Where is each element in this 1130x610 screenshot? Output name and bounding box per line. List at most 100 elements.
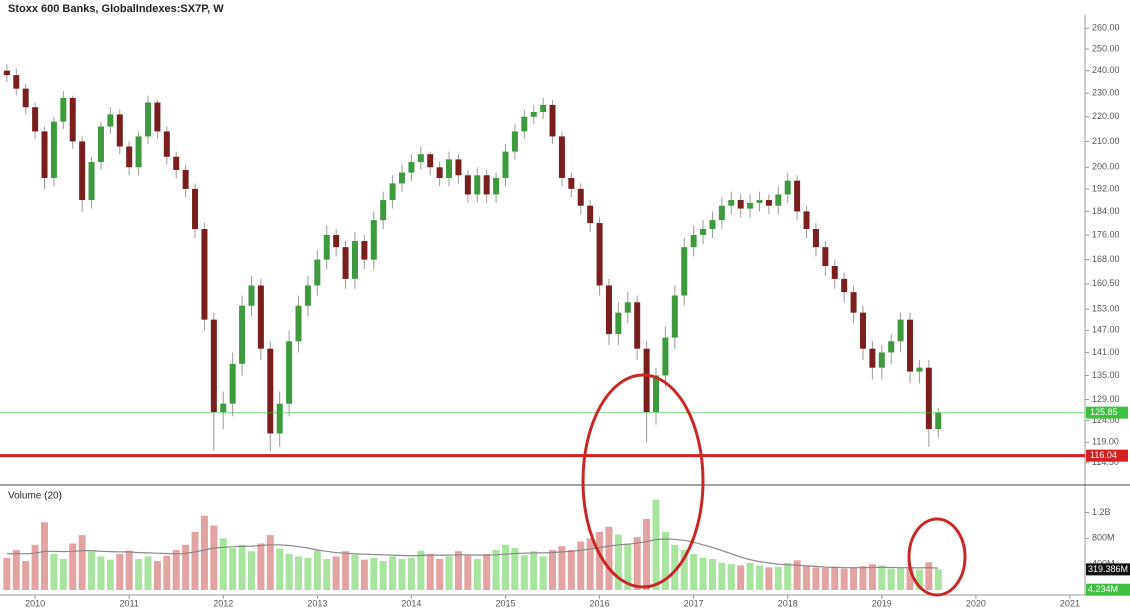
candle-body — [728, 200, 735, 206]
x-tick-label: 2010 — [25, 598, 45, 608]
candle-body — [812, 228, 819, 248]
y-tick-label: 153.00 — [1092, 304, 1120, 314]
price-label: 125.85 — [1090, 407, 1118, 417]
x-tick-label: 2021 — [1060, 598, 1080, 608]
candle-body — [88, 161, 95, 201]
candle-body — [653, 375, 660, 413]
candle-body — [803, 211, 810, 229]
y-tick-label: 135.00 — [1092, 370, 1120, 380]
y-tick-label: 114.50 — [1092, 457, 1119, 467]
volume-tick-label: 1.2B — [1092, 507, 1111, 517]
candle-body — [286, 341, 293, 404]
candle-body — [201, 228, 208, 320]
y-tick-label: 230.00 — [1092, 88, 1120, 98]
candle-body — [248, 285, 255, 306]
candle-body — [765, 200, 772, 206]
candle-body — [935, 412, 942, 430]
candle-body — [370, 220, 377, 260]
candle-body — [436, 167, 443, 178]
volume-label-box — [1086, 563, 1130, 576]
candle-body — [239, 305, 246, 364]
candle-body — [173, 156, 180, 170]
candle-body — [709, 220, 716, 229]
candle-body — [304, 285, 311, 306]
candle-body — [605, 285, 612, 334]
candle-body — [718, 205, 725, 221]
y-tick-label: 210.00 — [1092, 136, 1120, 146]
price-label-box — [1086, 406, 1128, 419]
candle-body — [182, 169, 189, 189]
candle-body — [427, 154, 434, 168]
candle-body — [361, 241, 368, 260]
candle-body — [333, 234, 340, 248]
y-tick-label: 260.00 — [1092, 23, 1120, 33]
candle-body — [878, 352, 885, 368]
candle-body — [116, 114, 123, 147]
candle-body — [784, 180, 791, 195]
candle-body — [493, 177, 500, 195]
candle-body — [737, 200, 744, 209]
volume-title: Volume (20) — [8, 491, 62, 502]
candle-body — [624, 302, 631, 313]
candle-body — [775, 194, 782, 206]
x-tick-label: 2019 — [872, 598, 892, 608]
x-tick-label: 2014 — [401, 598, 421, 608]
x-tick-label: 2013 — [307, 598, 327, 608]
candle-body — [220, 403, 227, 413]
candle-body — [351, 241, 358, 279]
candle-body — [502, 151, 509, 178]
candle-body — [455, 159, 462, 176]
candle-body — [700, 228, 707, 235]
candle-body — [13, 75, 20, 89]
candle-body — [60, 97, 67, 122]
candle-body — [540, 104, 547, 112]
y-tick-label: 192.00 — [1092, 183, 1120, 193]
candle-body — [577, 188, 584, 206]
candle-body — [615, 312, 622, 334]
candle-body — [408, 161, 415, 173]
candle-body — [163, 131, 170, 157]
y-tick-label: 124.00 — [1092, 415, 1120, 425]
candle-body — [897, 319, 904, 342]
candle-body — [399, 172, 406, 184]
volume-ma-line — [6, 538, 939, 569]
volume-tick-label: 800M — [1092, 533, 1115, 543]
candle-body — [276, 403, 283, 434]
candle-body — [389, 183, 396, 201]
y-tick-label: 184.00 — [1092, 206, 1120, 216]
y-tick-label: 200.00 — [1092, 162, 1120, 172]
volume-label: 4.234M — [1088, 584, 1118, 594]
candle-body — [907, 319, 914, 372]
candle-body — [32, 107, 39, 132]
candle-body — [690, 234, 697, 248]
x-tick-label: 2016 — [590, 598, 610, 608]
volume-label-box — [1086, 583, 1130, 596]
candle-body — [483, 175, 490, 195]
candle-body — [107, 114, 114, 127]
candle-body — [446, 159, 453, 178]
candle-body — [464, 175, 471, 195]
candle-body — [135, 136, 142, 168]
candle-body — [916, 367, 923, 372]
candle-body — [69, 97, 76, 142]
x-tick-label: 2017 — [684, 598, 704, 608]
candle-body — [210, 319, 217, 413]
y-tick-label: 220.00 — [1092, 111, 1120, 121]
candle-body — [558, 136, 565, 178]
candle-body — [126, 146, 133, 168]
candle-body — [530, 111, 537, 117]
plot: 260.00 250.00 240.00 230.00 220.00 210.00 200.… — [0, 23, 1130, 608]
candle-body — [380, 200, 387, 221]
candle-body — [41, 131, 48, 178]
candle-body — [681, 247, 688, 296]
y-tick-label: 168.00 — [1092, 254, 1120, 264]
candle-body — [568, 177, 575, 189]
candle-body — [154, 102, 161, 132]
x-tick-label: 2011 — [120, 598, 139, 608]
x-tick-label: 2018 — [778, 598, 798, 608]
candle-body — [756, 200, 763, 203]
candle-body — [474, 175, 481, 195]
price-label: 116.04 — [1090, 450, 1117, 460]
highlight-ellipse — [907, 517, 967, 597]
